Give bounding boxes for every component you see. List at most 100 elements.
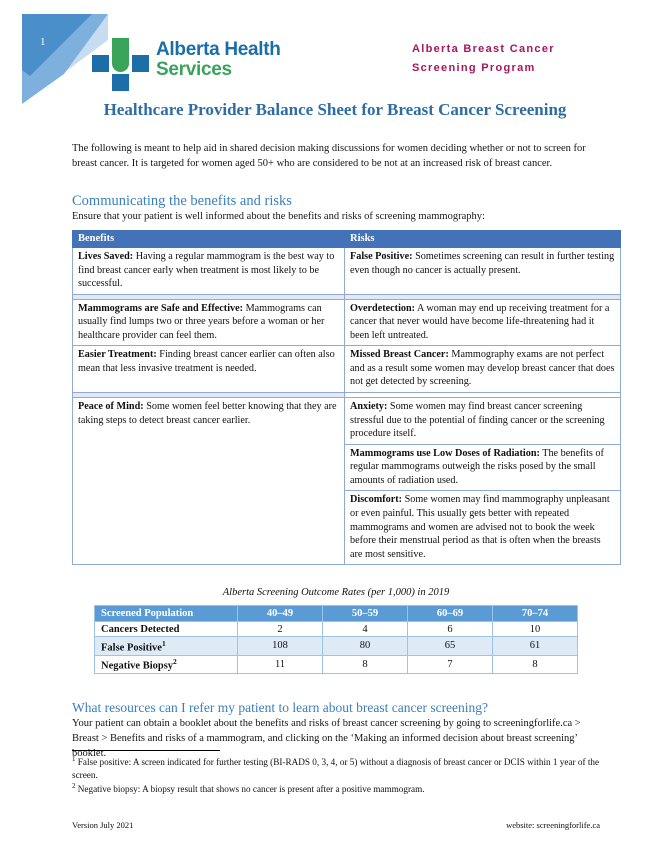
benefits-risks-table: Benefits Risks Lives Saved: Having a reg…	[72, 229, 621, 566]
benefit-cell-1: Lives Saved: Having a regular mammogram …	[72, 246, 345, 295]
spacer-cell-right-2	[344, 392, 621, 398]
resources-paragraph: Your patient can obtain a booklet about …	[72, 718, 581, 759]
spacer-cell-right	[344, 293, 621, 300]
footnote-1-text: False positive: A screen indicated for f…	[72, 757, 600, 781]
rates-header-row: Screened Population 40–49 50–59 60–69 70…	[94, 605, 578, 623]
footnote-1: 1 False positive: A screen indicated for…	[72, 755, 600, 782]
section-heading-communicating: Communicating the benefits and risks	[72, 192, 292, 209]
table-row: Cancers Detected 2 4 6 10	[94, 621, 578, 638]
footnotes-block: 1 False positive: A screen indicated for…	[72, 755, 600, 796]
risk-text-6: Some women may find mammography unpleasa…	[350, 494, 610, 560]
risk-term-3: Missed Breast Cancer:	[350, 349, 449, 361]
page-title: Healthcare Provider Balance Sheet for Br…	[103, 100, 567, 119]
benefit-term-1: Lives Saved:	[78, 250, 134, 262]
table-row: Negative Biopsy2 11 8 7 8	[94, 654, 578, 675]
benefit-term-4: Peace of Mind:	[78, 401, 144, 412]
footnote-divider	[72, 750, 220, 751]
risk-term-2: Overdetection:	[350, 302, 416, 314]
rates-label-text-2: Negative Biopsy	[101, 660, 174, 672]
alberta-health-services-logo: Alberta Health Services	[92, 38, 352, 94]
rates-value-2-1: 8	[322, 654, 408, 675]
column-header-risks: Risks	[344, 229, 621, 248]
rates-value-1-3: 61	[492, 636, 578, 656]
rates-value-1-0: 108	[237, 636, 323, 656]
page-footer: Version July 2021 website: screeningforl…	[72, 820, 600, 830]
rates-value-1-2: 65	[407, 636, 493, 656]
program-title-line2: Screening Program	[412, 61, 536, 74]
table-row: Discomfort: Some women may find mammogra…	[73, 490, 621, 566]
rates-column-header-70-74: 70–74	[492, 605, 578, 623]
risk-text-3: Mammography exams are not perfect and as…	[350, 349, 615, 388]
risk-term-6: Discomfort:	[350, 494, 403, 506]
rates-value-0-1: 4	[322, 621, 408, 638]
table-row: Lives Saved: Having a regular mammogram …	[72, 246, 621, 295]
page-number: 1	[40, 36, 46, 48]
benefit-cell-2: Mammograms are Safe and Effective: Mammo…	[72, 298, 345, 347]
ahs-cross-icon	[92, 38, 150, 91]
risk-cell-2: Overdetection: A woman may end up receiv…	[344, 298, 621, 347]
rates-value-0-0: 2	[237, 621, 323, 638]
benefit-text-1: Having a regular mammogram is the best w…	[78, 250, 335, 290]
screening-outcome-rates-table: Screened Population 40–49 50–59 60–69 70…	[94, 605, 578, 675]
rates-column-header-population: Screened Population	[94, 605, 238, 623]
benefit-cell-4: Peace of Mind: Some women feel better kn…	[72, 396, 345, 566]
logo-text-line2: Services	[156, 58, 232, 80]
footnote-marker-1: 1	[161, 638, 166, 648]
rates-value-0-3: 10	[492, 621, 578, 638]
footer-website: website: screeningforlife.ca	[506, 820, 600, 830]
risk-text-4: Some women may find breast cancer screen…	[350, 401, 605, 440]
footnote-2-text: Negative biopsy: A biopsy result that sh…	[75, 784, 425, 795]
benefit-text-3: Finding breast cancer earlier can often …	[78, 349, 335, 374]
rates-column-header-40-49: 40–49	[237, 605, 323, 623]
rates-value-2-0: 11	[237, 654, 323, 675]
table-row: Mammograms are Safe and Effective: Mammo…	[72, 298, 621, 347]
rates-value-2-2: 7	[407, 654, 493, 675]
table-spacer-row	[72, 293, 621, 300]
footnote-2: 2 Negative biopsy: A biopsy result that …	[72, 782, 600, 796]
program-title: Alberta Breast Cancer Screening Program	[412, 40, 642, 77]
rates-column-header-60-69: 60–69	[407, 605, 493, 623]
footnote-2-marker: 2	[72, 782, 76, 791]
risk-text-5: The benefits of regular mammograms outwe…	[350, 447, 604, 486]
table-row: Mammograms use Low Doses of Radiation: T…	[73, 443, 621, 492]
rates-table-caption: Alberta Screening Outcome Rates (per 1,0…	[222, 587, 450, 599]
intro-paragraph: The following is meant to help aid in sh…	[72, 142, 586, 169]
risk-term-1: False Positive:	[350, 250, 413, 262]
footer-version: Version July 2021	[72, 820, 134, 830]
logo-text-line1: Alberta Health	[156, 39, 281, 60]
rates-row-label-false-positive: False Positive1	[94, 636, 238, 656]
rates-value-1-1: 80	[322, 636, 408, 656]
benefit-term-2: Mammograms are Safe and Effective:	[78, 302, 244, 314]
risk-cell-6: Discomfort: Some women may find mammogra…	[344, 490, 621, 566]
table-row: False Positive1 108 80 65 61	[94, 636, 578, 656]
risk-text-2: A woman may end up receiving treatment f…	[350, 302, 610, 341]
benefit-cell-3: Easier Treatment: Finding breast cancer …	[72, 345, 345, 393]
footnote-marker-2: 2	[173, 657, 177, 667]
rates-row-label-negative-biopsy: Negative Biopsy2	[94, 654, 238, 675]
rates-row-label-cancers-detected: Cancers Detected	[94, 621, 238, 638]
risk-term-4: Anxiety:	[350, 401, 388, 412]
column-header-benefits: Benefits	[72, 229, 345, 248]
benefit-term-3: Easier Treatment:	[78, 349, 157, 361]
table-row: Easier Treatment: Finding breast cancer …	[72, 345, 621, 393]
rates-label-text-0: Cancers Detected	[101, 623, 180, 635]
risk-term-5: Mammograms use Low Doses of Radiation:	[350, 447, 540, 459]
benefit-text-4: Some women feel better knowing that they…	[78, 401, 337, 426]
program-title-line1: Alberta Breast Cancer	[412, 43, 555, 55]
footnote-1-marker: 1	[72, 755, 76, 763]
risk-cell-4: Anxiety: Some women may find breast canc…	[344, 397, 621, 445]
table-row: Peace of Mind: Some women feel better kn…	[72, 396, 621, 566]
section-subtext-communicating: Ensure that your patient is well informe…	[72, 210, 485, 222]
rates-value-2-3: 8	[492, 654, 578, 675]
section-heading-resources: What resources can I refer my patient to…	[72, 700, 489, 716]
risk-text-1: Sometimes screening can result in furthe…	[350, 250, 615, 276]
benefit-text-2: Mammograms can usually find lumps two or…	[78, 302, 325, 341]
table-header-row: Benefits Risks	[72, 229, 621, 248]
rates-column-header-50-59: 50–59	[322, 605, 408, 623]
risk-cell-1: False Positive: Sometimes screening can …	[344, 246, 621, 295]
risk-cell-5: Mammograms use Low Doses of Radiation: T…	[344, 443, 621, 492]
document-body: The following is meant to help aid in sh…	[72, 130, 621, 762]
risk-cell-3: Missed Breast Cancer: Mammography exams …	[344, 345, 621, 393]
rates-value-0-2: 6	[407, 621, 493, 638]
